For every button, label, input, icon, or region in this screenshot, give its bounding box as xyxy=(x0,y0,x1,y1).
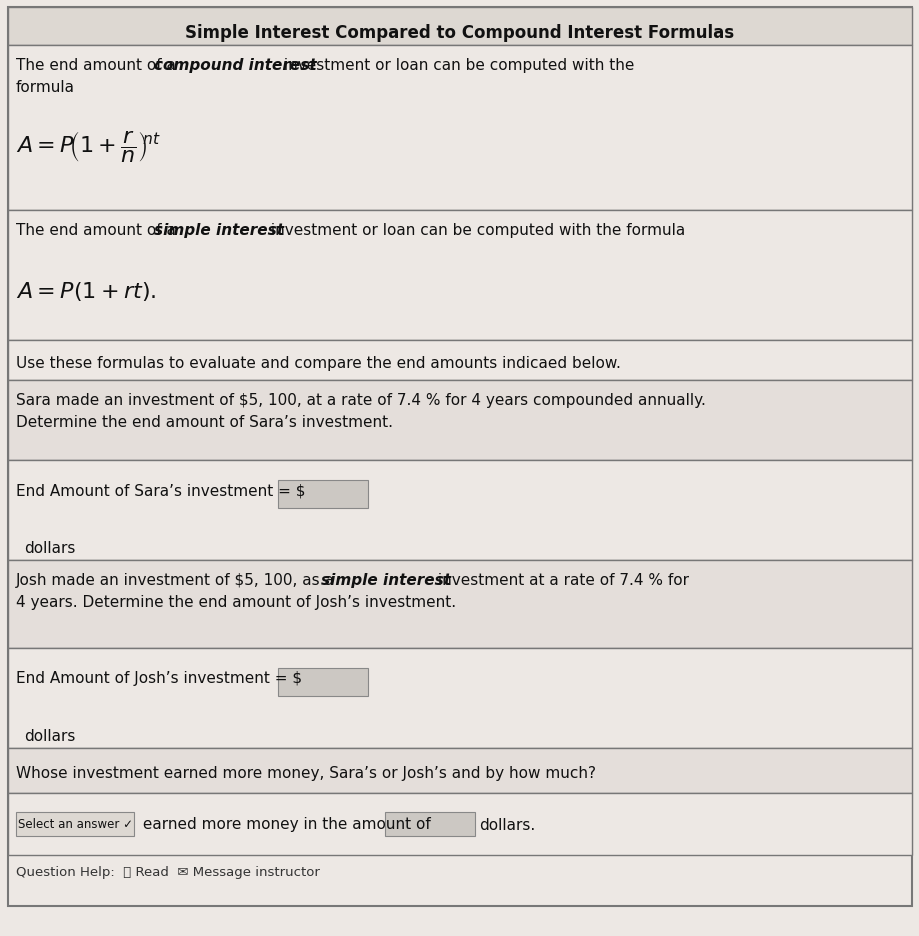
Bar xyxy=(8,561,911,649)
Bar xyxy=(8,8,911,46)
Text: dollars: dollars xyxy=(24,540,75,555)
Text: 4 years. Determine the end amount of Josh’s investment.: 4 years. Determine the end amount of Jos… xyxy=(16,594,456,609)
Text: Determine the end amount of Sara’s investment.: Determine the end amount of Sara’s inves… xyxy=(16,415,392,430)
Text: simple interest: simple interest xyxy=(153,223,284,238)
Bar xyxy=(16,812,134,836)
Text: Select an answer ✓: Select an answer ✓ xyxy=(17,818,132,830)
Text: The end amount of a: The end amount of a xyxy=(16,58,180,73)
Bar xyxy=(8,211,911,341)
Text: $A = P(1 + rt).$: $A = P(1 + rt).$ xyxy=(16,280,156,302)
Text: simple interest: simple interest xyxy=(321,573,450,588)
Text: compound interest: compound interest xyxy=(153,58,316,73)
Bar xyxy=(8,381,911,461)
Bar xyxy=(278,668,368,696)
Text: investment or loan can be computed with the formula: investment or loan can be computed with … xyxy=(266,223,685,238)
Bar xyxy=(278,480,368,508)
Text: Sara made an investment of $5, 100, at a rate of 7.4 % for 4 years compounded an: Sara made an investment of $5, 100, at a… xyxy=(16,392,705,407)
Text: The end amount of a: The end amount of a xyxy=(16,223,180,238)
Text: dollars.: dollars. xyxy=(479,816,535,831)
Text: Whose investment earned more money, Sara’s or Josh’s and by how much?: Whose investment earned more money, Sara… xyxy=(16,766,596,781)
Bar xyxy=(8,46,911,211)
Bar xyxy=(8,461,911,561)
Bar xyxy=(8,649,911,748)
Text: Question Help:  📄 Read  ✉ Message instructor: Question Help: 📄 Read ✉ Message instruct… xyxy=(16,865,320,878)
Bar xyxy=(8,793,911,856)
Text: dollars: dollars xyxy=(24,728,75,743)
Bar xyxy=(8,748,911,793)
Bar xyxy=(384,812,474,836)
Text: Simple Interest Compared to Compound Interest Formulas: Simple Interest Compared to Compound Int… xyxy=(186,24,733,42)
Bar xyxy=(8,341,911,381)
Text: Use these formulas to evaluate and compare the end amounts indicaed below.: Use these formulas to evaluate and compa… xyxy=(16,355,620,370)
Text: $A = P\!\left(1+\dfrac{r}{n}\right)^{\!\!nt}$: $A = P\!\left(1+\dfrac{r}{n}\right)^{\!\… xyxy=(16,129,161,164)
Text: investment at a rate of 7.4 % for: investment at a rate of 7.4 % for xyxy=(433,573,688,588)
Text: earned more money in the amount of: earned more money in the amount of xyxy=(138,816,436,831)
Text: formula: formula xyxy=(16,80,75,95)
Text: investment or loan can be computed with the: investment or loan can be computed with … xyxy=(278,58,634,73)
Text: End Amount of Sara’s investment = $: End Amount of Sara’s investment = $ xyxy=(16,482,305,497)
Text: End Amount of Josh’s investment = $: End Amount of Josh’s investment = $ xyxy=(16,670,301,685)
Text: Josh made an investment of $5, 100, as a: Josh made an investment of $5, 100, as a xyxy=(16,573,339,588)
